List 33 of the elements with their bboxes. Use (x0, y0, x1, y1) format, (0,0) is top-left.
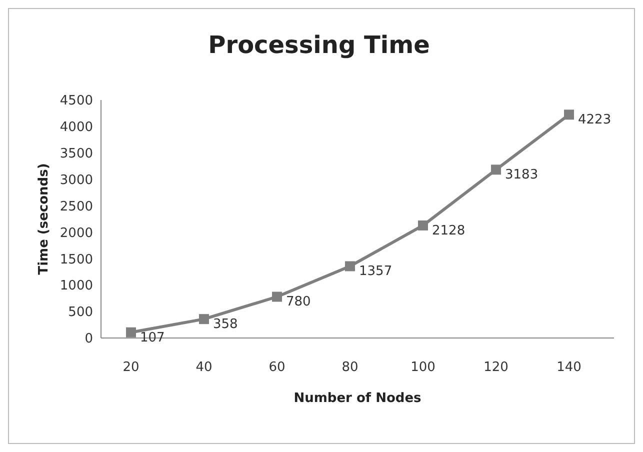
y-tick-label: 3500 (60, 146, 93, 162)
data-label: 3183 (505, 168, 538, 183)
y-tick-label: 2500 (60, 199, 93, 214)
x-tick-label: 40 (196, 360, 212, 376)
y-tick-label: 2000 (60, 226, 93, 241)
point (272, 292, 282, 302)
x-tick-label: 80 (342, 360, 358, 376)
y-tick-label: 0 (84, 332, 93, 347)
data-label: 1357 (359, 264, 392, 280)
y-axis-title: Time (seconds) (36, 163, 52, 275)
y-tick-label: 3000 (60, 172, 93, 188)
data-label: 4223 (578, 112, 612, 128)
point (126, 327, 136, 338)
data-label: 780 (286, 294, 311, 310)
y-tick-label: 1000 (60, 278, 93, 294)
point (564, 110, 574, 120)
point (199, 314, 209, 324)
x-tick-label: 20 (122, 360, 140, 376)
x-tick-label: 140 (556, 360, 582, 376)
point (345, 261, 355, 272)
chart-title: Processing Time (207, 31, 431, 59)
x-tick-label: 100 (410, 360, 436, 376)
y-tick-label: 4500 (60, 94, 93, 109)
x-axis-title: Number of Nodes (294, 391, 422, 406)
y-tick-label: 500 (68, 305, 93, 320)
x-tick-label: 120 (484, 360, 508, 376)
data-label: 2128 (432, 223, 466, 238)
y-tick-label: 4000 (60, 120, 93, 136)
point (418, 220, 428, 230)
point (491, 164, 501, 175)
y-tick-label: 1500 (60, 252, 93, 268)
data-label: 358 (213, 317, 238, 332)
x-tick-label: 60 (268, 360, 286, 376)
